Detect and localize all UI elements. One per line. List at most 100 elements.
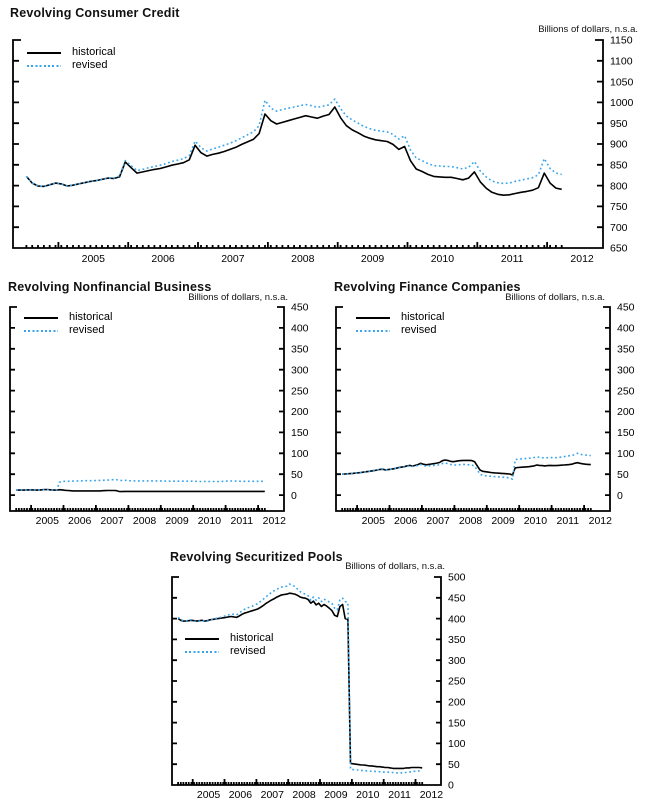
svg-text:2005: 2005 bbox=[82, 253, 106, 265]
svg-text:250: 250 bbox=[448, 676, 466, 688]
svg-text:2006: 2006 bbox=[68, 515, 92, 527]
svg-text:2011: 2011 bbox=[557, 515, 580, 527]
svg-text:2009: 2009 bbox=[324, 789, 348, 801]
legend-label: revised bbox=[401, 324, 437, 336]
legend-label: revised bbox=[72, 59, 108, 71]
svg-text:50: 50 bbox=[448, 759, 460, 771]
legend-item-historical: historical bbox=[24, 311, 112, 324]
svg-text:300: 300 bbox=[617, 364, 635, 376]
legend: historical revised bbox=[185, 632, 273, 658]
svg-text:350: 350 bbox=[448, 634, 466, 646]
svg-text:50: 50 bbox=[291, 469, 303, 481]
svg-text:150: 150 bbox=[617, 427, 635, 439]
legend-item-historical: historical bbox=[185, 632, 273, 645]
svg-text:2009: 2009 bbox=[361, 253, 385, 265]
svg-text:2009: 2009 bbox=[491, 515, 515, 527]
svg-text:2008: 2008 bbox=[291, 253, 315, 265]
legend-label: historical bbox=[401, 311, 445, 323]
svg-text:400: 400 bbox=[448, 613, 466, 625]
units-label: Billions of dollars, n.s.a. bbox=[505, 292, 605, 303]
chart-title: Revolving Consumer Credit bbox=[10, 6, 180, 20]
legend-item-revised: revised bbox=[24, 324, 112, 337]
svg-text:2005: 2005 bbox=[362, 515, 386, 527]
svg-text:500: 500 bbox=[448, 572, 466, 584]
historical-line-swatch bbox=[27, 51, 61, 54]
svg-text:450: 450 bbox=[291, 302, 309, 314]
svg-text:2012: 2012 bbox=[420, 789, 444, 801]
units-label: Billions of dollars, n.s.a. bbox=[345, 561, 445, 572]
legend-item-historical: historical bbox=[356, 311, 444, 324]
legend-label: historical bbox=[230, 632, 274, 644]
svg-text:100: 100 bbox=[291, 448, 309, 460]
svg-text:100: 100 bbox=[617, 448, 635, 460]
svg-text:2007: 2007 bbox=[426, 515, 450, 527]
svg-text:300: 300 bbox=[291, 364, 309, 376]
svg-text:2010: 2010 bbox=[524, 515, 548, 527]
svg-text:2008: 2008 bbox=[133, 515, 157, 527]
svg-text:0: 0 bbox=[617, 490, 623, 502]
svg-text:2007: 2007 bbox=[221, 253, 245, 265]
svg-text:250: 250 bbox=[617, 385, 635, 397]
units-label: Billions of dollars, n.s.a. bbox=[188, 292, 288, 303]
svg-text:300: 300 bbox=[448, 655, 466, 667]
svg-text:350: 350 bbox=[291, 343, 309, 355]
svg-text:2007: 2007 bbox=[261, 789, 285, 801]
svg-text:900: 900 bbox=[610, 139, 628, 151]
svg-text:100: 100 bbox=[448, 738, 466, 750]
svg-text:350: 350 bbox=[617, 343, 635, 355]
svg-text:50: 50 bbox=[617, 469, 629, 481]
svg-text:700: 700 bbox=[610, 222, 628, 234]
svg-text:2008: 2008 bbox=[459, 515, 483, 527]
svg-text:2006: 2006 bbox=[394, 515, 418, 527]
svg-text:1050: 1050 bbox=[610, 76, 634, 88]
svg-text:1100: 1100 bbox=[610, 55, 633, 67]
legend-label: historical bbox=[72, 46, 116, 58]
legend: historical revised bbox=[356, 311, 444, 337]
svg-text:2008: 2008 bbox=[292, 789, 316, 801]
svg-text:0: 0 bbox=[448, 780, 454, 792]
chart-revolving-securitized-pools: Revolving Securitized Pools Billions of … bbox=[160, 548, 490, 812]
legend-label: historical bbox=[69, 311, 113, 323]
svg-text:400: 400 bbox=[617, 323, 635, 335]
svg-text:2007: 2007 bbox=[100, 515, 124, 527]
svg-text:250: 250 bbox=[291, 385, 309, 397]
svg-text:2010: 2010 bbox=[198, 515, 222, 527]
chart-revolving-consumer-credit: Revolving Consumer Credit Billions of do… bbox=[0, 0, 650, 270]
historical-line-swatch bbox=[185, 637, 219, 640]
svg-text:150: 150 bbox=[291, 427, 309, 439]
svg-text:2010: 2010 bbox=[356, 789, 380, 801]
svg-text:1000: 1000 bbox=[610, 97, 634, 109]
chart-canvas: 0 50 100 150 200 250 300 350 400 450 2005 2006 2007 2… bbox=[9, 302, 309, 527]
svg-text:0: 0 bbox=[291, 490, 297, 502]
units-label: Billions of dollars, n.s.a. bbox=[538, 24, 638, 35]
chart-title: Revolving Nonfinancial Business bbox=[8, 280, 212, 294]
revised-line-swatch bbox=[27, 64, 61, 67]
svg-text:2012: 2012 bbox=[263, 515, 287, 527]
svg-text:2005: 2005 bbox=[36, 515, 60, 527]
svg-text:2010: 2010 bbox=[431, 253, 455, 265]
legend-label: revised bbox=[230, 645, 266, 657]
svg-text:200: 200 bbox=[617, 406, 635, 418]
svg-text:2006: 2006 bbox=[229, 789, 253, 801]
revised-line-swatch bbox=[356, 329, 390, 332]
svg-text:2011: 2011 bbox=[501, 253, 524, 265]
svg-text:450: 450 bbox=[448, 592, 466, 604]
svg-text:800: 800 bbox=[610, 180, 628, 192]
chart-canvas: 650 700 750 800 850 900 950 1000 1050 1100 1150 200… bbox=[12, 35, 634, 265]
historical-line-swatch bbox=[356, 316, 390, 319]
chart-revolving-finance-companies: Revolving Finance Companies Billions of … bbox=[326, 278, 650, 538]
svg-text:2012: 2012 bbox=[570, 253, 594, 265]
svg-text:400: 400 bbox=[291, 323, 309, 335]
legend-item-revised: revised bbox=[356, 324, 444, 337]
svg-text:1150: 1150 bbox=[610, 35, 633, 47]
svg-text:2005: 2005 bbox=[197, 789, 221, 801]
legend-label: revised bbox=[69, 324, 105, 336]
chart-canvas: 0 50 100 150 200 250 300 350 400 450 500 2005 2006 20… bbox=[171, 572, 466, 801]
legend: historical revised bbox=[24, 311, 112, 337]
svg-text:950: 950 bbox=[610, 118, 628, 130]
svg-text:2006: 2006 bbox=[151, 253, 175, 265]
historical-line-swatch bbox=[24, 316, 58, 319]
svg-text:450: 450 bbox=[617, 302, 635, 314]
svg-text:2009: 2009 bbox=[165, 515, 189, 527]
